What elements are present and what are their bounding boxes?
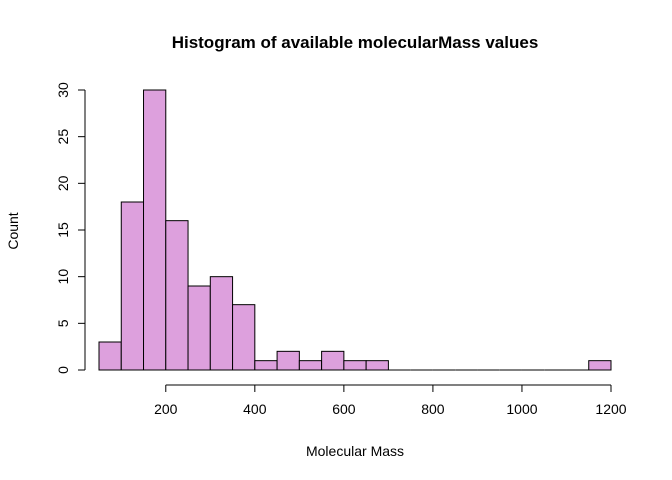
- histogram-bar: [298, 360, 323, 371]
- y-tick-label: 10: [55, 269, 71, 285]
- histogram-bar: [232, 304, 256, 371]
- x-tick-label: 1000: [506, 401, 537, 417]
- chart-title: Histogram of available molecularMass val…: [172, 33, 539, 52]
- x-tick-label: 600: [332, 401, 356, 417]
- histogram-bar: [365, 360, 389, 371]
- histogram-bar: [321, 350, 345, 371]
- histogram-bar: [165, 220, 189, 371]
- histogram-bar: [120, 201, 145, 371]
- x-tick-label: 400: [243, 401, 267, 417]
- y-tick-label: 15: [55, 222, 71, 238]
- histogram-bar: [254, 360, 278, 371]
- x-axis-label: Molecular Mass: [306, 443, 404, 459]
- histogram-bar: [98, 341, 122, 371]
- y-tick-label: 25: [55, 129, 71, 145]
- histogram-bar: [276, 350, 300, 371]
- y-tick-label: 30: [55, 82, 71, 98]
- bars-group: [98, 89, 612, 371]
- x-axis: 200 400 600 800 1000 1200: [154, 384, 627, 417]
- x-tick-label: 200: [154, 401, 178, 417]
- y-axis: 0 5 10 15 20 25 30: [55, 82, 86, 374]
- y-tick-label: 5: [55, 319, 71, 327]
- histogram-bar: [143, 89, 167, 371]
- histogram-bar: [588, 360, 612, 371]
- x-tick-label: 800: [421, 401, 445, 417]
- y-tick-label: 0: [55, 366, 71, 374]
- x-tick-label: 1200: [595, 401, 626, 417]
- y-axis-label: Count: [5, 212, 21, 249]
- histogram-bar: [343, 360, 367, 371]
- y-tick-label: 20: [55, 175, 71, 191]
- histogram-bar: [209, 276, 234, 371]
- histogram-bar: [187, 285, 211, 371]
